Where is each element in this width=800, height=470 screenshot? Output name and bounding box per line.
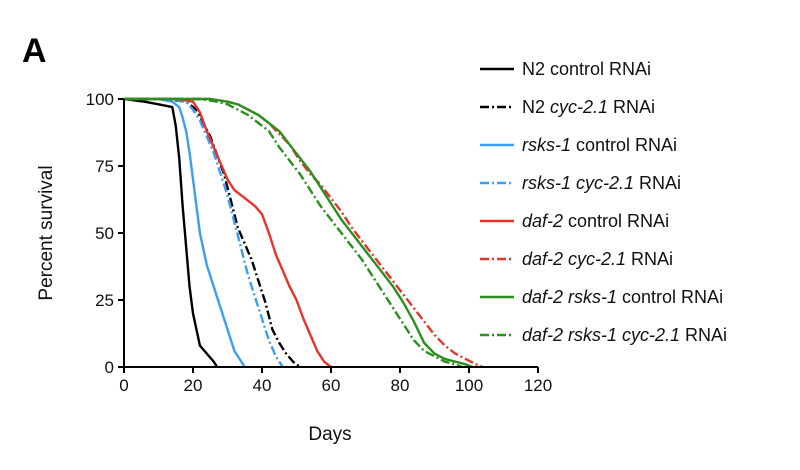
legend-label-part: N2 control RNAi	[522, 59, 651, 79]
legend-label-part: daf-2 cyc-2.1	[522, 249, 626, 269]
legend-label-part: RNAi	[680, 325, 727, 345]
legend-label-part: control RNAi	[571, 135, 677, 155]
x-tick-label: 100	[455, 376, 483, 395]
legend-label-part: control RNAi	[563, 211, 669, 231]
x-tick-label: 20	[184, 376, 203, 395]
legend-item: N2 cyc-2.1 RNAi	[480, 97, 655, 117]
series-line-3	[124, 97, 246, 368]
legend-label: daf-2 rsks-1 cyc-2.1 RNAi	[522, 325, 727, 345]
legend-label-part: N2	[522, 97, 550, 117]
legend-item: daf-2 rsks-1 cyc-2.1 RNAi	[480, 325, 727, 345]
series-line-7	[124, 97, 473, 369]
legend-label-part: daf-2	[522, 211, 563, 231]
legend-label: rsks-1 control RNAi	[522, 135, 677, 155]
series-line-1	[123, 97, 219, 368]
y-tick-label: 75	[95, 157, 114, 176]
axes: 0 20 40 60 80 100 120 0 25 50 75 100	[86, 90, 553, 395]
series-line-4	[124, 97, 284, 368]
series-line-5	[124, 97, 332, 368]
legend-label-part: RNAi	[626, 249, 673, 269]
legend-item: daf-2 cyc-2.1 RNAi	[480, 249, 673, 269]
legend-label-part: RNAi	[634, 173, 681, 193]
series-line-8	[124, 97, 463, 369]
legend: N2 control RNAi N2 cyc-2.1 RNAi rsks-1 con…	[480, 59, 727, 345]
y-tick-label: 50	[95, 224, 114, 243]
x-tick-label: 40	[253, 376, 272, 395]
legend-label-part: daf-2 rsks-1 cyc-2.1	[522, 325, 680, 345]
legend-label: N2 cyc-2.1 RNAi	[522, 97, 655, 117]
legend-item: daf-2 control RNAi	[480, 211, 669, 231]
x-tick-label: 0	[119, 376, 128, 395]
x-tick-label: 80	[391, 376, 410, 395]
plot-lines	[123, 97, 484, 369]
legend-item: daf-2 rsks-1 control RNAi	[480, 287, 723, 307]
legend-item: rsks-1 control RNAi	[480, 135, 677, 155]
legend-item: rsks-1 cyc-2.1 RNAi	[480, 173, 681, 193]
legend-label: rsks-1 cyc-2.1 RNAi	[522, 173, 681, 193]
x-tick-label: 60	[322, 376, 341, 395]
panel-label: A	[22, 32, 47, 70]
legend-label-part: rsks-1 cyc-2.1	[522, 173, 634, 193]
legend-item: N2 control RNAi	[480, 59, 651, 79]
y-axis-title: Percent survival	[36, 165, 57, 300]
legend-label-part: rsks-1	[522, 135, 571, 155]
x-axis-title: Days	[308, 424, 351, 445]
y-tick-label: 100	[86, 90, 114, 109]
x-tick-label: 120	[524, 376, 552, 395]
legend-label-part: control RNAi	[617, 287, 723, 307]
series-line-2	[124, 97, 301, 368]
legend-label-part: RNAi	[608, 97, 655, 117]
legend-label: daf-2 rsks-1 control RNAi	[522, 287, 723, 307]
legend-label: daf-2 cyc-2.1 RNAi	[522, 249, 673, 269]
legend-label-part: cyc-2.1	[550, 97, 608, 117]
legend-label-part: daf-2 rsks-1	[522, 287, 617, 307]
legend-label: daf-2 control RNAi	[522, 211, 669, 231]
legend-label: N2 control RNAi	[522, 59, 651, 79]
y-tick-label: 25	[95, 291, 114, 310]
y-tick-label: 0	[105, 358, 114, 377]
